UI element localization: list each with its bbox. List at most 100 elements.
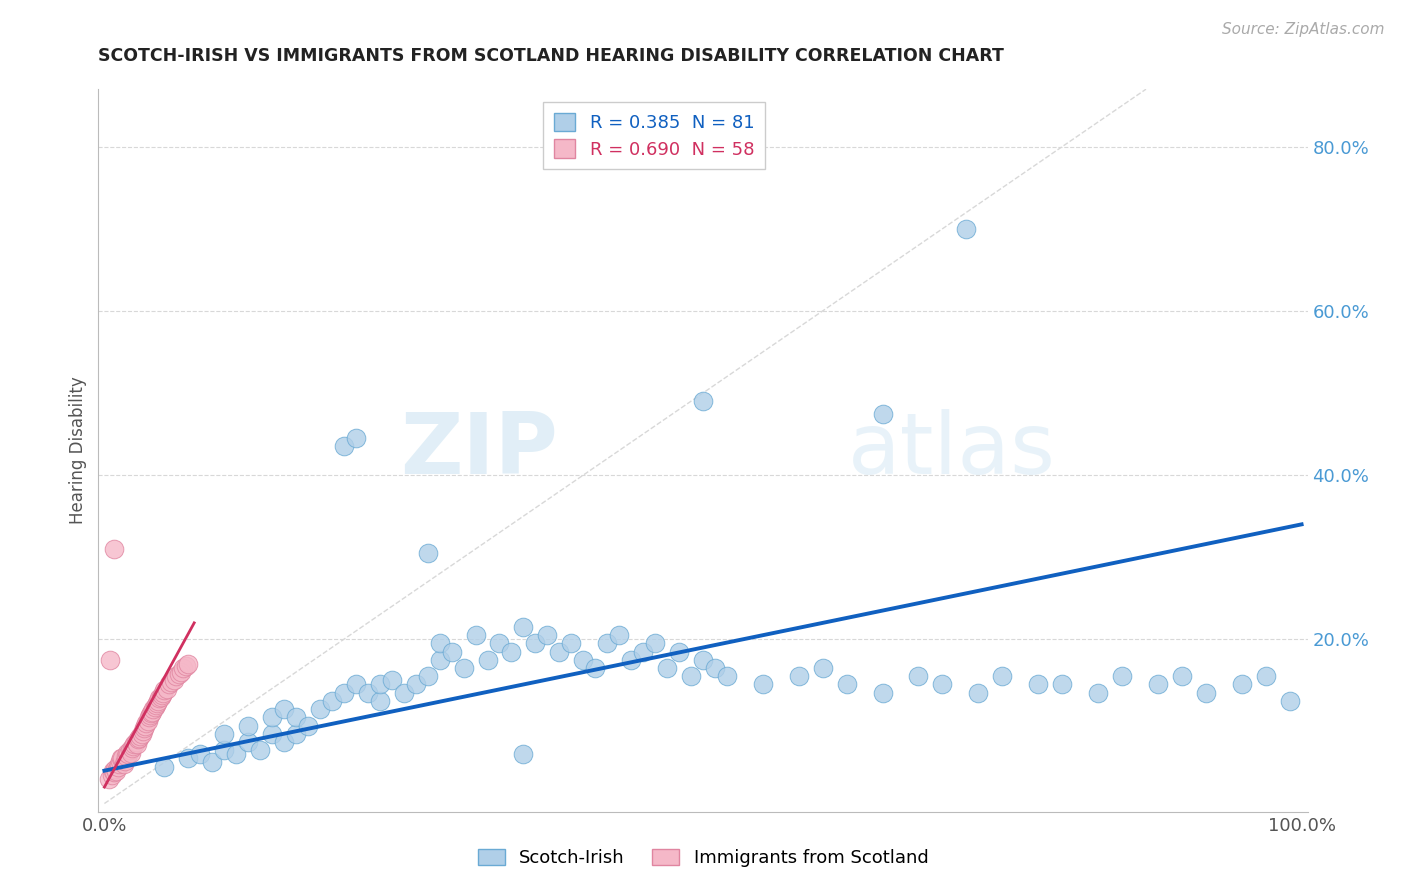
Point [112, 757, 135, 772]
Point [149, 690, 172, 704]
Point [129, 729, 152, 743]
Point [429, 636, 451, 650]
Point [1278, 694, 1301, 708]
Point [163, 673, 186, 688]
Point [131, 727, 153, 741]
Point [101, 764, 124, 778]
Point [429, 653, 451, 667]
Point [177, 751, 200, 765]
Point [212, 743, 235, 757]
Point [107, 759, 129, 773]
Point [188, 747, 211, 762]
Point [536, 628, 558, 642]
Point [357, 686, 380, 700]
Point [548, 645, 571, 659]
Point [174, 658, 197, 673]
Point [212, 727, 235, 741]
Point [583, 661, 606, 675]
Point [225, 747, 247, 762]
Point [201, 756, 224, 770]
Point [284, 727, 307, 741]
Point [655, 661, 678, 675]
Point [115, 748, 138, 763]
Point [157, 677, 180, 691]
Point [284, 710, 307, 724]
Point [139, 707, 162, 722]
Point [955, 221, 977, 235]
Point [170, 665, 193, 680]
Point [464, 628, 486, 642]
Point [644, 636, 666, 650]
Point [134, 718, 156, 732]
Point [115, 746, 138, 760]
Point [167, 666, 190, 681]
Point [1111, 669, 1133, 683]
Point [716, 669, 738, 683]
Point [512, 620, 534, 634]
Point [392, 686, 415, 700]
Point [117, 747, 139, 762]
Point [135, 716, 157, 731]
Point [596, 636, 619, 650]
Point [153, 759, 176, 773]
Point [297, 718, 319, 732]
Y-axis label: Hearing Disability: Hearing Disability [69, 376, 87, 524]
Point [114, 754, 136, 768]
Legend: Scotch-Irish, Immigrants from Scotland: Scotch-Irish, Immigrants from Scotland [471, 841, 935, 874]
Point [107, 757, 129, 772]
Point [98, 772, 121, 786]
Point [416, 546, 439, 560]
Point [1254, 669, 1277, 683]
Point [692, 653, 714, 667]
Point [156, 681, 179, 696]
Point [321, 694, 343, 708]
Point [1147, 677, 1170, 691]
Point [172, 661, 194, 675]
Point [440, 645, 463, 659]
Point [105, 764, 128, 778]
Point [620, 653, 643, 667]
Point [752, 677, 775, 691]
Point [907, 669, 929, 683]
Point [1087, 686, 1109, 700]
Point [512, 747, 534, 762]
Point [125, 738, 148, 752]
Point [991, 669, 1014, 683]
Point [142, 702, 165, 716]
Point [177, 657, 200, 671]
Point [835, 677, 858, 691]
Point [141, 705, 163, 719]
Point [787, 669, 810, 683]
Point [124, 735, 146, 749]
Point [872, 407, 894, 421]
Point [104, 762, 127, 776]
Point [704, 661, 727, 675]
Point [453, 661, 475, 675]
Point [120, 746, 142, 760]
Point [260, 727, 283, 741]
Point [1050, 677, 1073, 691]
Point [108, 754, 131, 768]
Point [165, 669, 187, 683]
Point [501, 645, 523, 659]
Point [872, 686, 894, 700]
Point [1171, 669, 1194, 683]
Point [100, 768, 122, 782]
Point [967, 686, 990, 700]
Point [333, 439, 356, 453]
Point [607, 628, 630, 642]
Point [260, 710, 283, 724]
Point [153, 683, 176, 698]
Point [273, 735, 295, 749]
Text: atlas: atlas [848, 409, 1056, 492]
Point [152, 686, 174, 700]
Point [150, 688, 173, 702]
Point [679, 669, 702, 683]
Point [811, 661, 834, 675]
Point [148, 694, 170, 708]
Point [572, 653, 595, 667]
Point [368, 677, 391, 691]
Point [117, 747, 139, 762]
Point [692, 394, 714, 409]
Point [668, 645, 690, 659]
